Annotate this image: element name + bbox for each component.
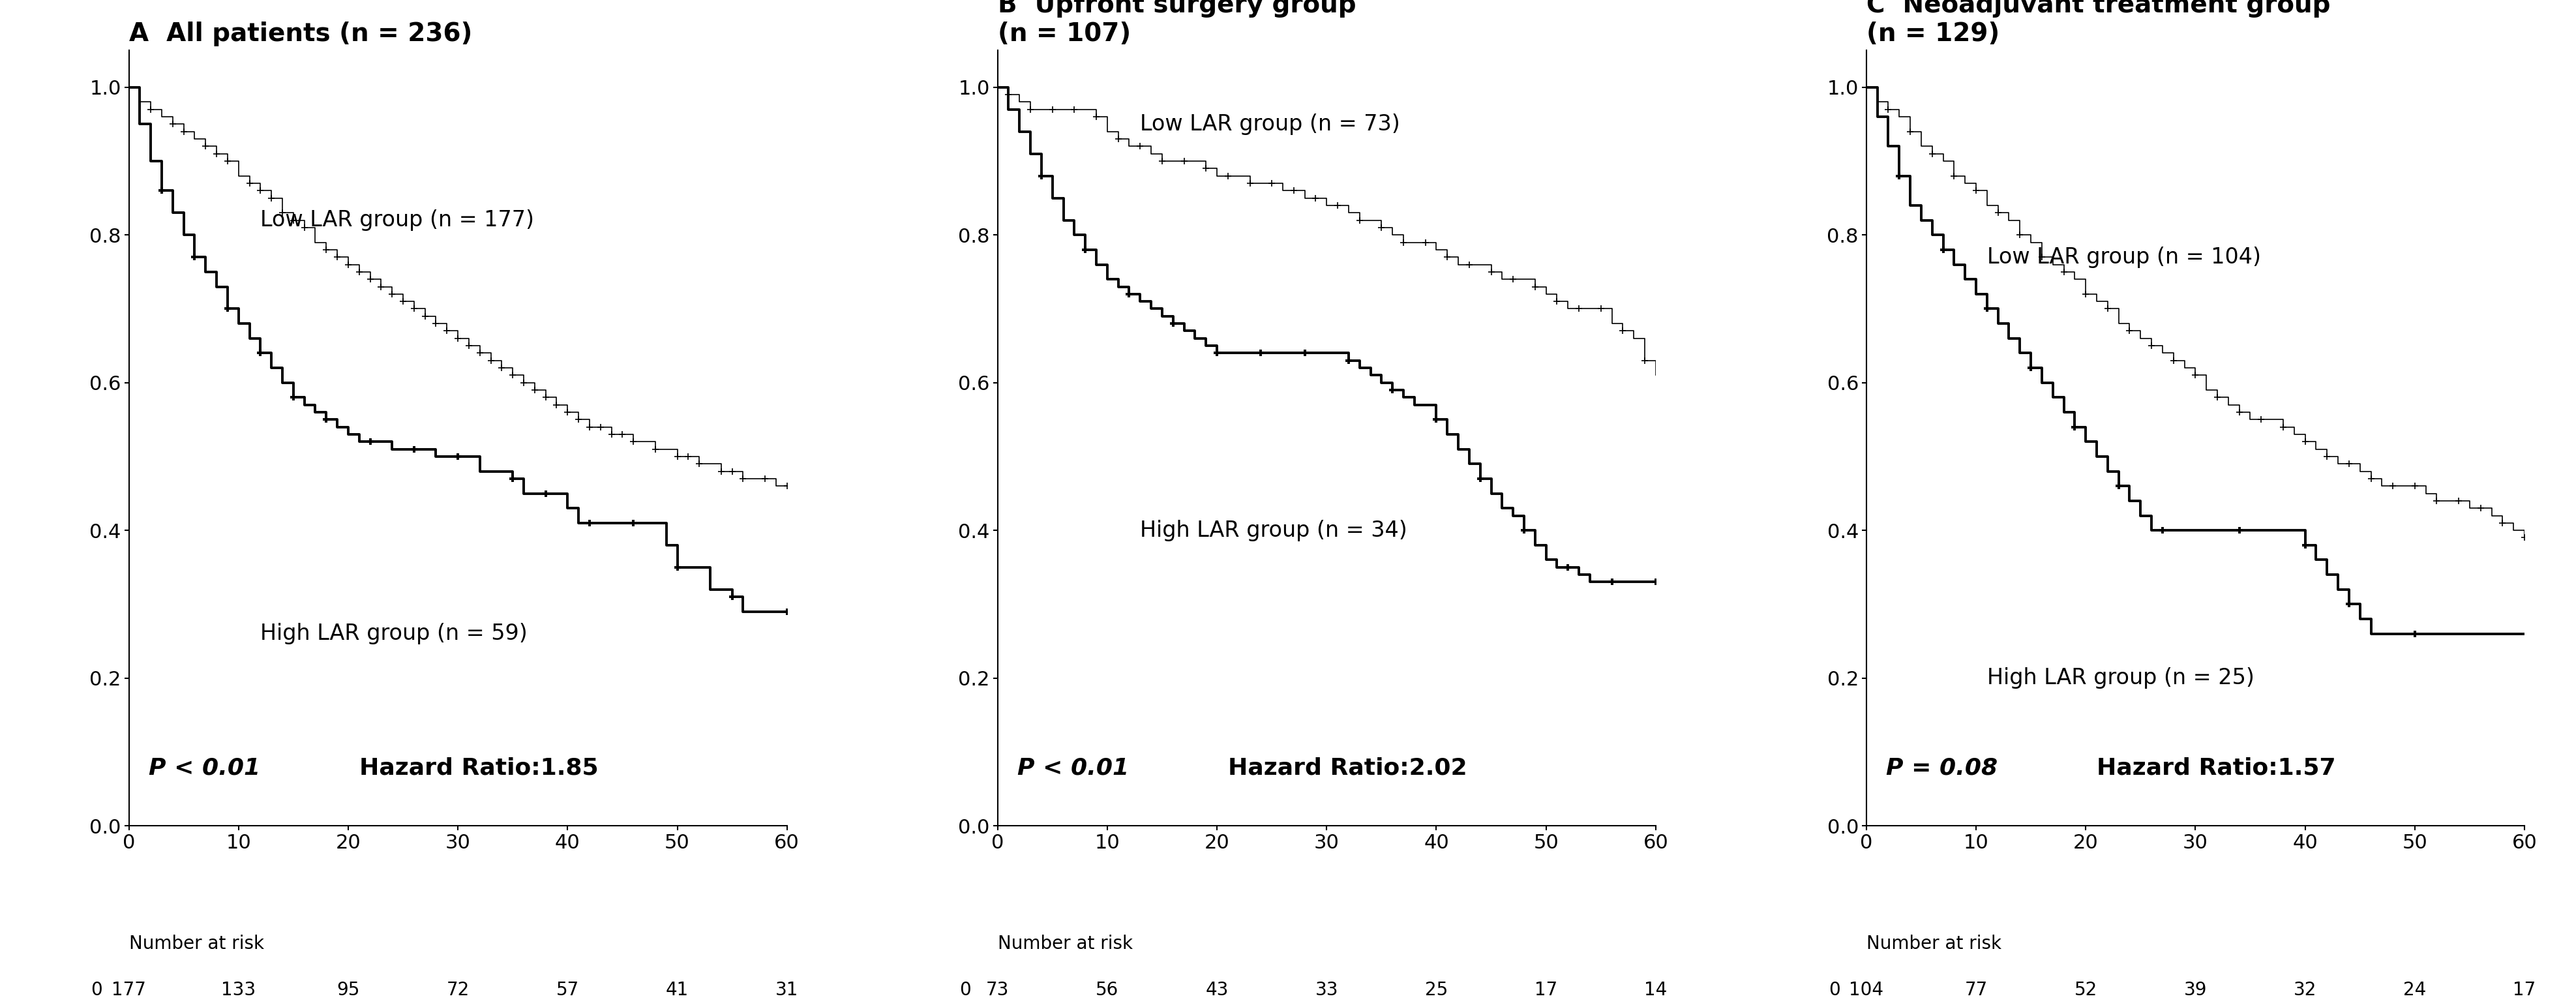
Text: Number at risk: Number at risk: [129, 934, 263, 953]
Text: 43: 43: [1206, 981, 1229, 999]
Text: 57: 57: [556, 981, 580, 999]
Text: Low LAR group (n = 104): Low LAR group (n = 104): [1986, 247, 2262, 268]
Text: P < 0.01: P < 0.01: [1018, 757, 1128, 779]
Text: P < 0.01: P < 0.01: [149, 757, 260, 779]
Text: 33: 33: [1316, 981, 1337, 999]
Text: 177: 177: [111, 981, 147, 999]
Text: Number at risk: Number at risk: [1868, 934, 2002, 953]
Text: 17: 17: [2514, 981, 2535, 999]
Text: Hazard Ratio:1.57: Hazard Ratio:1.57: [2097, 757, 2336, 779]
Text: High LAR group (n = 34): High LAR group (n = 34): [1141, 520, 1406, 541]
Text: A  All patients (n = 236): A All patients (n = 236): [129, 22, 471, 46]
Text: Hazard Ratio:1.85: Hazard Ratio:1.85: [358, 757, 598, 779]
Text: 73: 73: [987, 981, 1010, 999]
Text: 0: 0: [1829, 981, 1839, 999]
Text: B  Upfront surgery group
(n = 107): B Upfront surgery group (n = 107): [997, 0, 1355, 46]
Text: 0: 0: [961, 981, 971, 999]
Text: 31: 31: [775, 981, 799, 999]
Text: 95: 95: [337, 981, 361, 999]
Text: High LAR group (n = 25): High LAR group (n = 25): [1986, 668, 2254, 689]
Text: 32: 32: [2293, 981, 2316, 999]
Text: Low LAR group (n = 73): Low LAR group (n = 73): [1141, 114, 1401, 135]
Text: 133: 133: [222, 981, 255, 999]
Text: 77: 77: [1965, 981, 1989, 999]
Text: C  Neoadjuvant treatment group
(n = 129): C Neoadjuvant treatment group (n = 129): [1868, 0, 2331, 46]
Text: 39: 39: [2184, 981, 2208, 999]
Text: 104: 104: [1850, 981, 1883, 999]
Text: 25: 25: [1425, 981, 1448, 999]
Text: 41: 41: [665, 981, 688, 999]
Text: 0: 0: [90, 981, 103, 999]
Text: P = 0.08: P = 0.08: [1886, 757, 1996, 779]
Text: 72: 72: [446, 981, 469, 999]
Text: 14: 14: [1643, 981, 1667, 999]
Text: Number at risk: Number at risk: [997, 934, 1133, 953]
Text: High LAR group (n = 59): High LAR group (n = 59): [260, 623, 528, 644]
Text: Hazard Ratio:2.02: Hazard Ratio:2.02: [1229, 757, 1466, 779]
Text: Low LAR group (n = 177): Low LAR group (n = 177): [260, 209, 533, 231]
Text: 24: 24: [2403, 981, 2427, 999]
Text: 52: 52: [2074, 981, 2097, 999]
Text: 17: 17: [1535, 981, 1558, 999]
Text: 56: 56: [1095, 981, 1118, 999]
